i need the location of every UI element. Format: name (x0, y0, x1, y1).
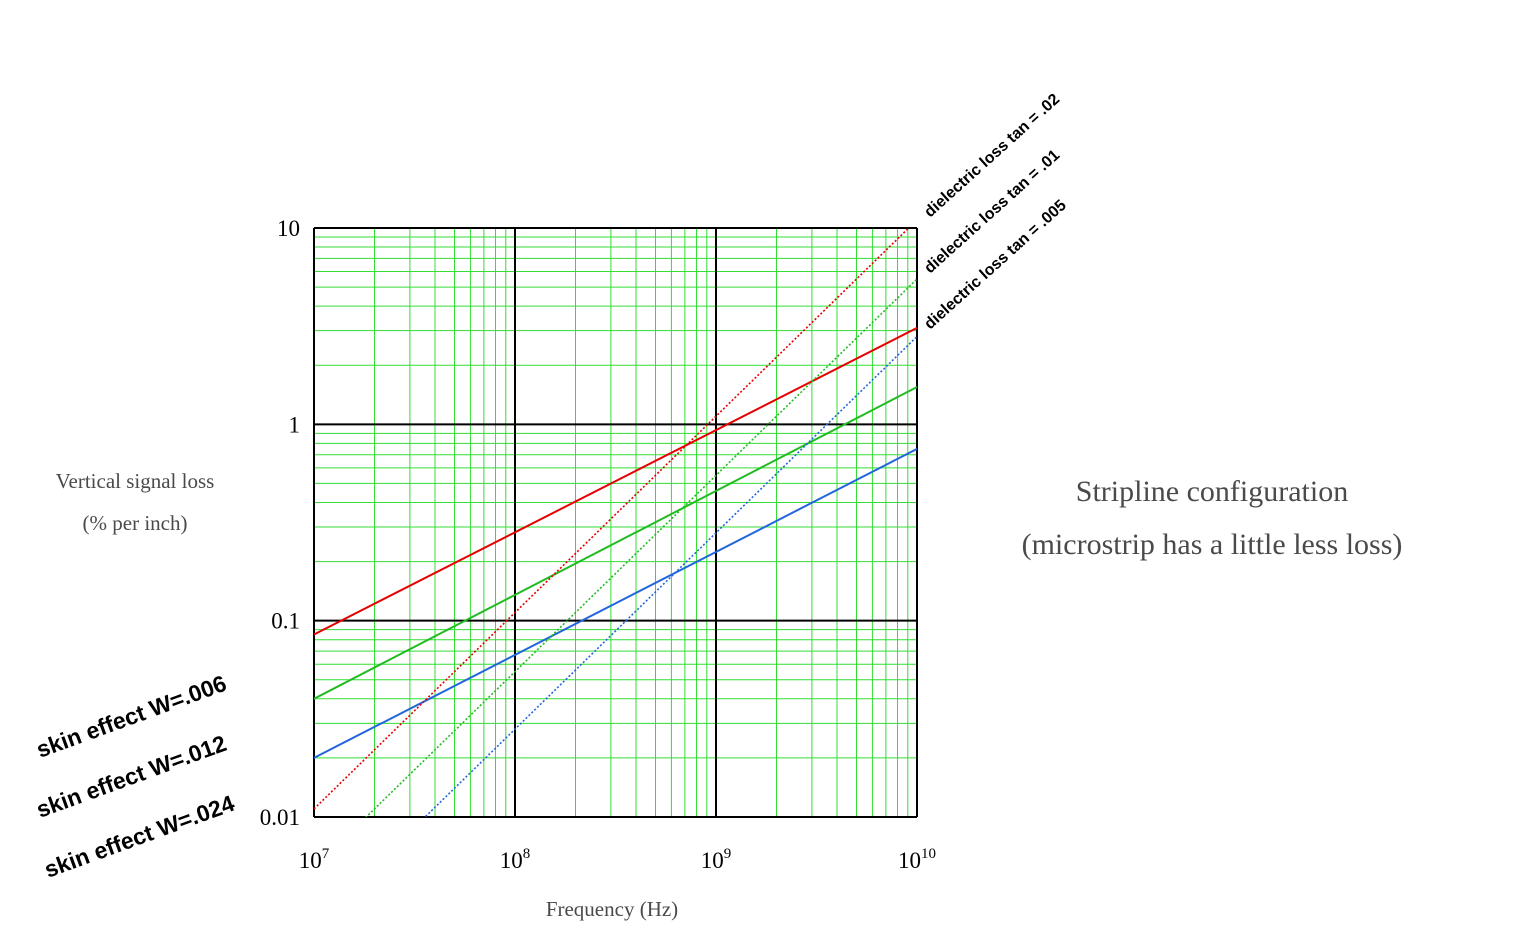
series-line-dielectric-5 (423, 335, 917, 817)
y-tick-label: 0.01 (260, 805, 300, 830)
y-tick-label: 0.1 (271, 609, 300, 634)
y-axis-label-line-2: (% per inch) (83, 511, 188, 535)
x-tick-label: 109 (701, 846, 732, 873)
grid (313, 227, 918, 818)
y-tick-label: 10 (277, 216, 300, 241)
annotation-line-2: (microstrip has a little less loss) (1022, 528, 1403, 561)
annotation-line-1: Stripline configuration (1076, 475, 1348, 508)
tick-labels: 0.01 0.1 1 10 107 108 109 1010 (260, 216, 936, 873)
y-tick-label: 1 (289, 412, 301, 437)
series-line-dielectric-4 (365, 278, 917, 817)
series-line-skin-2 (314, 448, 917, 759)
x-axis-label: Frequency (Hz) (546, 897, 678, 921)
x-tick-label: 107 (299, 846, 330, 873)
series-line-skin-1 (314, 386, 917, 700)
x-tick-label: 1010 (898, 846, 936, 873)
series-layer (314, 228, 917, 817)
series-line-skin-0 (314, 327, 917, 636)
x-tick-label: 108 (500, 846, 531, 873)
series-line-dielectric-3 (314, 228, 910, 810)
y-axis-label-line-1: Vertical signal loss (56, 469, 215, 493)
